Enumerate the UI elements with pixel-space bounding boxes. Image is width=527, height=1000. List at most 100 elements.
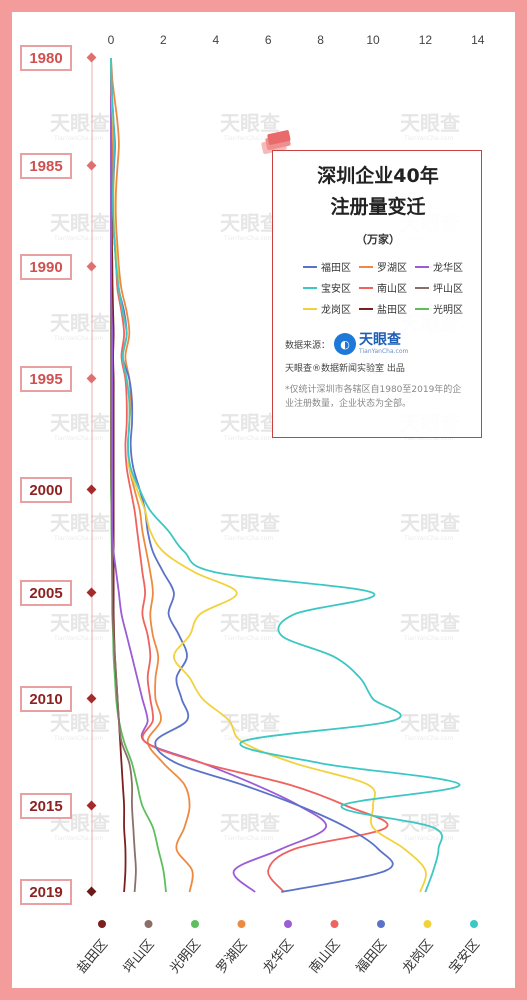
bottom-label: 坪山区 <box>121 937 158 977</box>
watermark-text: 天眼查 <box>400 111 460 135</box>
legend-swatch <box>359 265 373 268</box>
chart-title: 深圳企业40年 注册量变迁 <box>293 161 463 223</box>
watermark-text: 天眼查 <box>220 211 280 235</box>
legend-label: 光明区 <box>433 305 463 316</box>
watermark-subtext: TianYanCha.com <box>223 435 273 442</box>
x-axis-ticks: 0 2 4 6 8 10 12 14 <box>108 33 485 47</box>
credit-line: 天眼查®数据新闻实验室 出品 <box>285 364 405 374</box>
bottom-label-dot <box>330 920 339 928</box>
legend-item: 龙岗区 <box>303 301 351 316</box>
watermark-subtext: TianYanCha.com <box>403 735 453 742</box>
bottom-label-dot <box>237 920 246 928</box>
legend-item: 龙华区 <box>415 259 463 274</box>
watermark-subtext: TianYanCha.com <box>223 635 273 642</box>
chart-title-line1: 深圳企业40年 <box>317 165 439 187</box>
watermark-subtext: TianYanCha.com <box>403 135 453 142</box>
legend-item: 罗湖区 <box>359 259 407 274</box>
bottom-label: 罗湖区 <box>214 937 251 977</box>
watermark-text: 天眼查 <box>400 711 460 735</box>
footnote: *仅统计深圳市各辖区自1980至2019年的企业注册数量，企业状态为全部。 <box>285 385 462 409</box>
year-label: 1980 <box>20 45 72 71</box>
year-label: 2010 <box>20 686 72 712</box>
x-tick-label: 0 <box>108 33 115 47</box>
x-tick-label: 4 <box>212 33 219 47</box>
watermark-text: 天眼查 <box>220 111 280 135</box>
bottom-label: 南山区 <box>306 936 343 976</box>
legend-swatch <box>303 307 317 310</box>
watermark-text: 天眼查 <box>50 211 110 235</box>
watermark-text: 天眼查 <box>220 411 280 435</box>
bottom-label-dot <box>423 920 432 928</box>
bottom-label-dot <box>470 920 478 928</box>
legend-label: 罗湖区 <box>377 263 407 274</box>
legend-label: 龙岗区 <box>321 305 351 316</box>
legend-swatch <box>415 265 429 268</box>
brand-logo: ◐ 天眼查 TianYanCha.com <box>334 333 408 355</box>
watermark-text: 天眼查 <box>220 711 280 735</box>
watermark-subtext: TianYanCha.com <box>403 435 453 442</box>
bottom-label-dot <box>144 920 153 928</box>
legend-label: 宝安区 <box>321 284 351 295</box>
bottom-label-dot <box>98 920 106 928</box>
watermark-subtext: TianYanCha.com <box>223 135 273 142</box>
year-marker <box>86 886 97 897</box>
bottom-label: 光明区 <box>167 937 204 977</box>
year-marker <box>86 693 97 704</box>
year-marker <box>86 800 97 811</box>
legend-item: 南山区 <box>359 280 407 295</box>
watermark-text: 天眼查 <box>220 611 280 635</box>
legend-item: 宝安区 <box>303 280 351 295</box>
legend-item: 盐田区 <box>359 301 407 316</box>
watermark-subtext: TianYanCha.com <box>53 335 103 342</box>
bottom-label: 盐田区 <box>74 937 111 977</box>
money-stack-icon <box>261 130 291 154</box>
watermark-subtext: TianYanCha.com <box>223 735 273 742</box>
legend-swatch <box>303 286 317 289</box>
watermark-text: 天眼查 <box>50 511 110 535</box>
year-marker <box>86 52 97 63</box>
watermark-subtext: TianYanCha.com <box>53 535 103 542</box>
watermark-subtext: TianYanCha.com <box>403 535 453 542</box>
legend-swatch <box>359 286 373 289</box>
legend-item: 福田区 <box>303 259 351 274</box>
watermark-text: 天眼查 <box>50 411 110 435</box>
chart-unit: （万家） <box>356 233 400 246</box>
year-marker <box>86 484 97 495</box>
bottom-label: 龙华区 <box>260 937 297 977</box>
bottom-label-dot <box>191 920 199 928</box>
bottom-label-dot <box>284 920 292 928</box>
legend-swatch <box>415 286 429 289</box>
x-tick-label: 6 <box>265 33 272 47</box>
watermark-subtext: TianYanCha.com <box>403 635 453 642</box>
watermark-text: 天眼查 <box>50 611 110 635</box>
watermark-text: 天眼查 <box>220 511 280 535</box>
bottom-series-labels: 盐田区 坪山区 光明区 罗湖区 龙华区 南山区 福田区 龙岗区 宝安区 <box>74 920 483 976</box>
series-line-1 <box>110 57 194 893</box>
watermark-text: 天眼查 <box>50 111 110 135</box>
data-source: 数据来源： ◐ 天眼查 TianYanCha.com <box>285 333 408 355</box>
legend-label: 龙华区 <box>433 263 463 274</box>
watermark-subtext: TianYanCha.com <box>223 535 273 542</box>
x-tick-label: 2 <box>160 33 167 47</box>
year-label: 1985 <box>20 153 72 179</box>
x-tick-label: 12 <box>419 33 433 47</box>
watermark-text: 天眼查 <box>400 511 460 535</box>
year-marker <box>86 160 97 171</box>
brand-name: 天眼查 <box>359 332 402 348</box>
x-tick-label: 14 <box>471 33 485 47</box>
watermark-text: 天眼查 <box>400 811 460 835</box>
brand-eye-icon: ◐ <box>334 333 357 355</box>
year-marker <box>86 261 97 272</box>
watermark-subtext: TianYanCha.com <box>223 235 273 242</box>
watermark-text: 天眼查 <box>400 611 460 635</box>
watermark-subtext: TianYanCha.com <box>53 135 103 142</box>
watermark-subtext: TianYanCha.com <box>53 435 103 442</box>
chart-title-line2: 注册量变迁 <box>330 196 426 218</box>
year-label: 1995 <box>20 366 72 392</box>
watermark-subtext: TianYanCha.com <box>223 835 273 842</box>
bottom-label: 龙岗区 <box>400 937 437 977</box>
watermark-text: 天眼查 <box>50 311 110 335</box>
legend-item: 光明区 <box>415 301 463 316</box>
x-tick-label: 8 <box>317 33 324 47</box>
year-marker <box>86 373 97 384</box>
